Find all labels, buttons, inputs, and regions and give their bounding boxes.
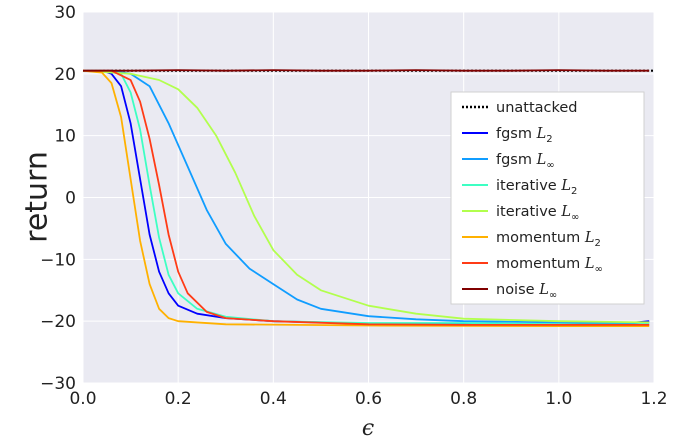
legend-item: fgsm L∞	[462, 152, 555, 171]
series-line-7	[83, 69, 650, 72]
legend-item: iterative L∞	[462, 204, 579, 223]
x-tick-label: 0.6	[355, 389, 382, 409]
axis-ticks: 0.0 0.2 0.4 0.6 0.8 1.0 1.2 −30 −20 −10 0 10 20 30	[40, 3, 667, 409]
x-tick-label: 0.0	[69, 389, 96, 409]
legend-label: momentum L2	[496, 230, 601, 249]
legend-label: noise L∞	[496, 282, 557, 301]
legend-label: iterative L∞	[496, 204, 579, 223]
x-tick-label: 1.2	[640, 389, 667, 409]
series-line-5	[82, 69, 650, 327]
legend-item: noise L∞	[462, 282, 557, 301]
x-axis-label: ϵ	[362, 416, 374, 441]
legend-label: fgsm L2	[496, 126, 553, 145]
legend-item: fgsm L2	[462, 126, 553, 145]
y-tick-label: −10	[40, 250, 76, 270]
series-line-3	[83, 69, 650, 326]
x-tick-label: 0.8	[450, 389, 477, 409]
y-tick-label: 20	[54, 65, 76, 85]
x-tick-label: 0.4	[260, 389, 287, 409]
legend-label: iterative L2	[496, 178, 577, 197]
legend-label: fgsm L∞	[496, 152, 555, 171]
series-line-2	[83, 69, 650, 324]
legend: unattacked fgsm L2 fgsm L∞ iterative L2 iter…	[450, 91, 645, 305]
y-tick-label: 30	[54, 3, 76, 23]
legend-label: momentum L∞	[496, 256, 603, 275]
legend-item: momentum L2	[462, 230, 601, 249]
y-tick-label: 0	[65, 189, 76, 209]
legend-item: momentum L∞	[462, 256, 603, 275]
legend-item: unattacked	[462, 100, 578, 116]
y-axis-label: return	[20, 151, 55, 243]
y-tick-label: −30	[40, 374, 76, 394]
series-line-4	[82, 69, 650, 324]
series-lines	[82, 69, 654, 327]
y-tick-label: −20	[40, 312, 76, 332]
legend-label: unattacked	[496, 100, 578, 116]
legend-box	[450, 91, 645, 305]
series-line-6	[83, 69, 650, 326]
legend-item: iterative L2	[462, 178, 577, 197]
x-tick-label: 0.2	[165, 389, 192, 409]
x-tick-label: 1.0	[545, 389, 572, 409]
y-tick-label: 10	[54, 127, 76, 147]
